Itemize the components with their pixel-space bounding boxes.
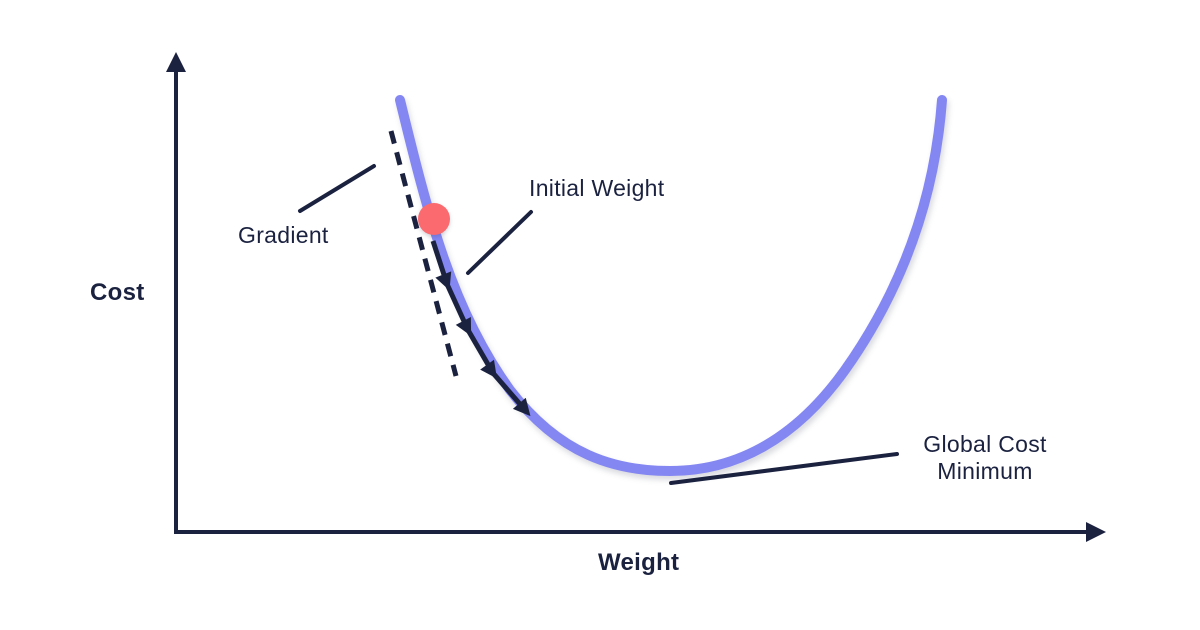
global-cost-minimum-pointer-line — [669, 452, 899, 485]
initial-weight-pointer-line — [466, 210, 533, 275]
y-axis-label: Cost — [90, 279, 145, 306]
cost-curve — [395, 95, 947, 477]
gradient-pointer-line — [298, 164, 376, 213]
initial-weight-point — [418, 203, 450, 235]
initial-weight-label: Initial Weight — [529, 175, 665, 201]
x-axis-label: Weight — [598, 549, 680, 576]
global-cost-minimum-label: Global Cost Minimum — [923, 431, 1047, 484]
descent-arrows — [430, 240, 531, 417]
gradient-label: Gradient — [238, 222, 329, 248]
